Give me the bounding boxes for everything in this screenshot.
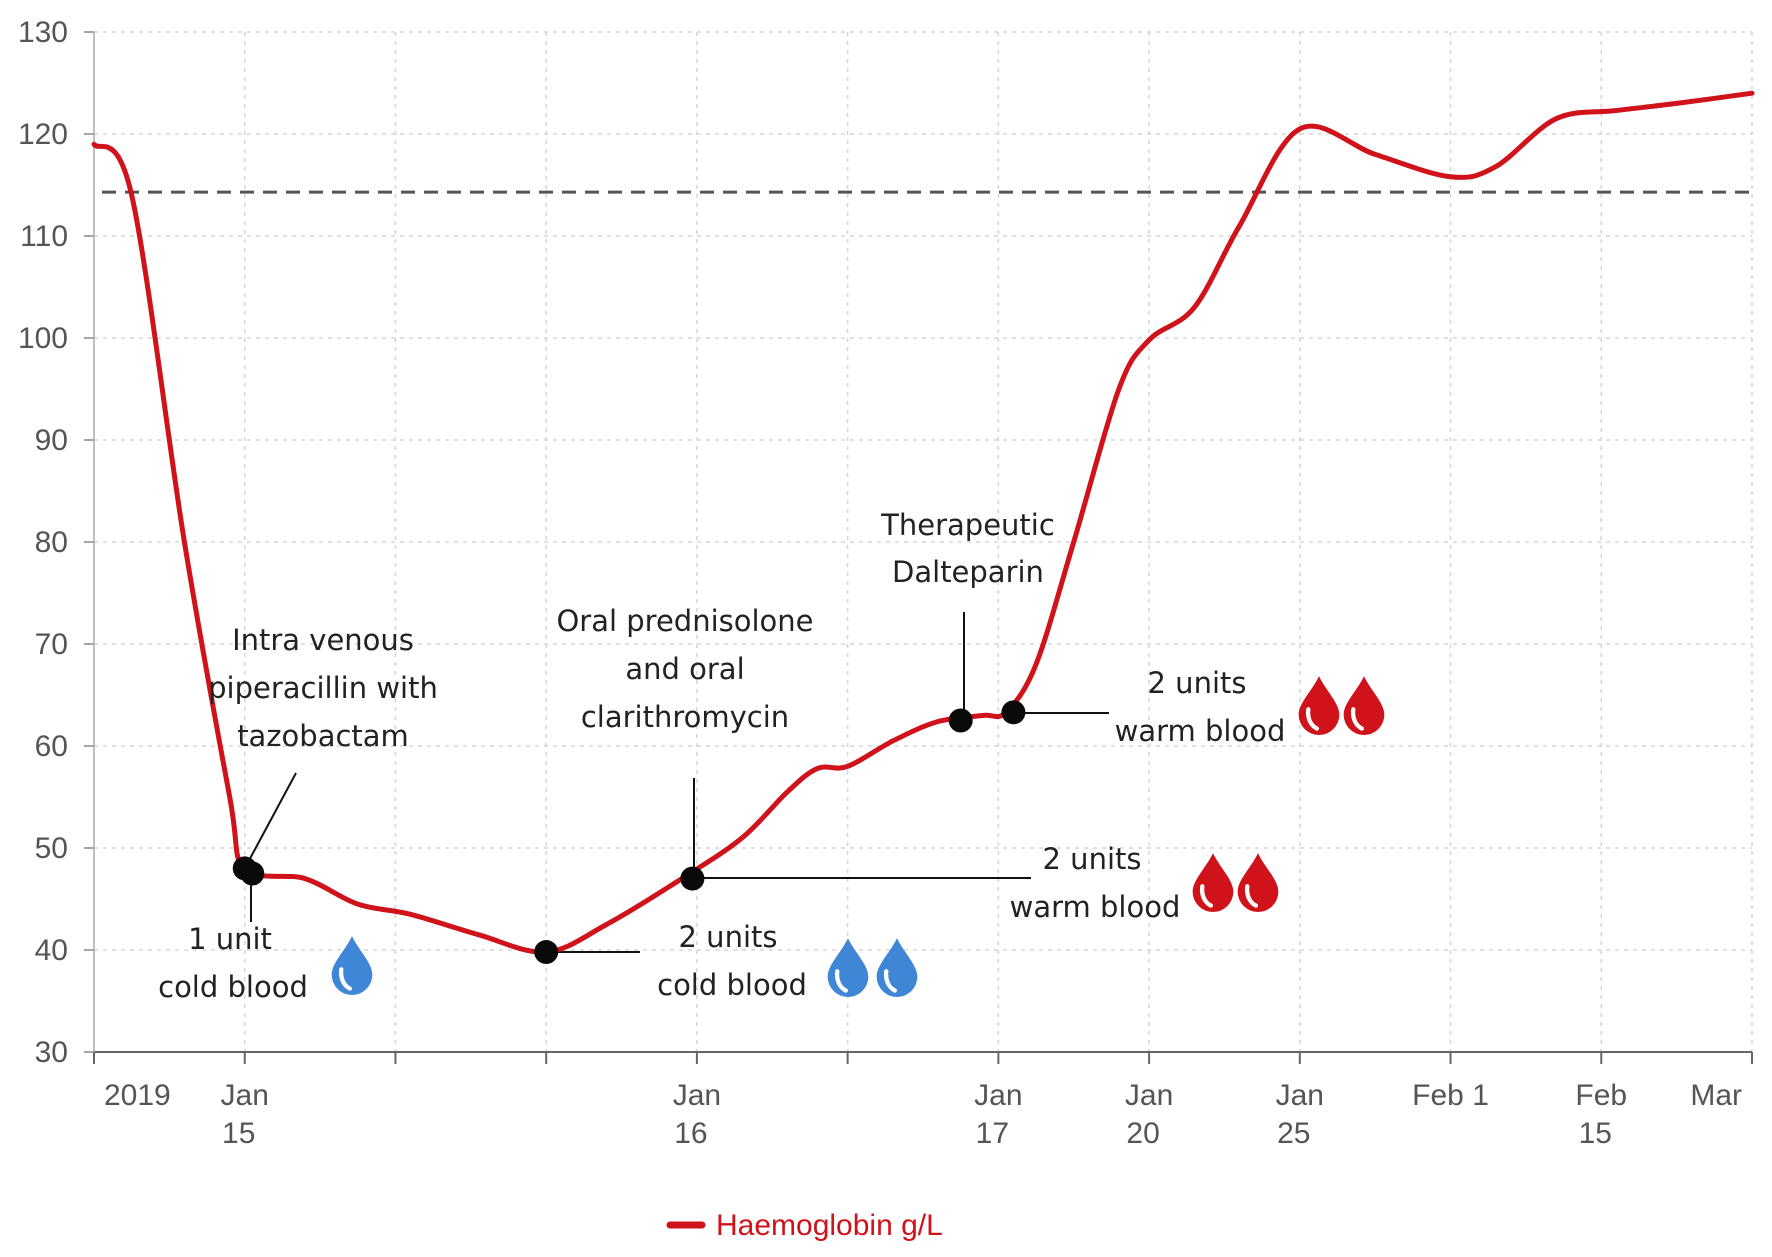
y-tick-label: 30 (35, 1036, 68, 1069)
leader-piperacillin (245, 772, 297, 867)
annotation-1-unit-cold-blood: 1 unit cold blood (158, 922, 372, 1004)
event-marker-point (240, 861, 265, 886)
y-tick-label: 130 (18, 16, 68, 49)
y-tick-label: 80 (35, 526, 68, 559)
x-tick-label: Jan (1276, 1079, 1324, 1112)
annotation-text-line: 1 unit (188, 922, 272, 956)
legend-label: Haemoglobin g/L (716, 1209, 943, 1242)
x-tick-label: Jan (221, 1079, 269, 1112)
x-tick-label: Jan (1125, 1079, 1173, 1112)
annotation-text-line: cold blood (158, 970, 308, 1004)
event-marker-point (1001, 700, 1026, 725)
x-tick-label: Feb (1575, 1079, 1627, 1112)
blue-blood-drop-icon (877, 938, 918, 997)
annotation-2-units-warm-blood-lower: 2 units warm blood (1010, 842, 1279, 924)
annotation-text-line: 2 units (1148, 666, 1247, 700)
event-markers (232, 700, 1026, 965)
x-tick-label: Jan (974, 1079, 1022, 1112)
annotation-2-units-cold-blood: 2 units cold blood (657, 920, 917, 1002)
annotation-text-line: Intra venous (232, 623, 414, 657)
axes (93, 32, 1752, 1053)
y-tick-label: 50 (35, 832, 68, 865)
annotation-2-units-warm-blood-upper: 2 units warm blood (1115, 666, 1385, 748)
x-tick-label: 2019 (104, 1079, 171, 1112)
annotation-text-line: warm blood (1115, 714, 1286, 748)
y-tick-label: 100 (18, 322, 68, 355)
annotation-text-line: piperacillin with (208, 671, 438, 705)
annotation-text-line: warm blood (1010, 890, 1181, 924)
y-tick-label: 110 (20, 220, 68, 253)
annotation-leader-lines (245, 612, 1109, 953)
annotation-text-line: cold blood (657, 968, 807, 1002)
x-tick-label: 15 (222, 1117, 255, 1150)
blue-blood-drop-icon (332, 936, 373, 995)
x-tick-label: 15 (1579, 1117, 1612, 1150)
annotation-text-line: tazobactam (237, 719, 409, 753)
legend: Haemoglobin g/L (666, 1209, 943, 1242)
x-tick-label: 25 (1277, 1117, 1310, 1150)
event-marker-point (680, 866, 705, 891)
y-tick-label: 60 (35, 730, 68, 763)
annotation-text-line: Therapeutic (880, 508, 1055, 542)
red-blood-drop-icon (1344, 676, 1385, 735)
annotation-text-line: 2 units (679, 920, 778, 954)
y-tick-label: 120 (18, 118, 68, 151)
x-tick-label: 20 (1126, 1117, 1159, 1150)
annotation-dalteparin: Therapeutic Dalteparin (880, 508, 1055, 589)
x-tick-label: Jan (673, 1079, 721, 1112)
x-tick-label: Feb 1 (1412, 1079, 1489, 1112)
annotation-text-line: Dalteparin (892, 555, 1044, 589)
red-blood-drop-icon (1299, 676, 1340, 735)
annotation-text-line: 2 units (1043, 842, 1142, 876)
annotation-text-line: clarithromycin (581, 700, 789, 734)
y-tick-label: 90 (35, 424, 68, 457)
x-tick-label: 17 (976, 1117, 1009, 1150)
x-tick-label: Mar (1690, 1079, 1742, 1112)
y-tick-label: 70 (35, 628, 68, 661)
annotation-text-line: Oral prednisolone (556, 604, 813, 638)
annotation-prednisolone: Oral prednisolone and oral clarithromyci… (556, 604, 813, 734)
x-tick-label: 16 (674, 1117, 707, 1150)
red-blood-drop-icon (1193, 853, 1234, 912)
event-marker-point (948, 708, 973, 733)
red-blood-drop-icon (1238, 853, 1279, 912)
blue-blood-drop-icon (828, 938, 869, 997)
annotation-text-line: and oral (625, 652, 744, 686)
event-marker-point (534, 940, 559, 965)
y-axis-ticks: 130 120 110 100 90 80 70 60 50 40 30 (18, 16, 94, 1069)
x-axis-ticks: 2019 Jan 15 Jan 16 Jan 17 Jan 20 Jan 25 Feb 1 Feb 15 M… (93, 1052, 1753, 1150)
annotation-piperacillin: Intra venous piperacillin with tazobacta… (208, 623, 438, 753)
y-tick-label: 40 (35, 934, 68, 967)
